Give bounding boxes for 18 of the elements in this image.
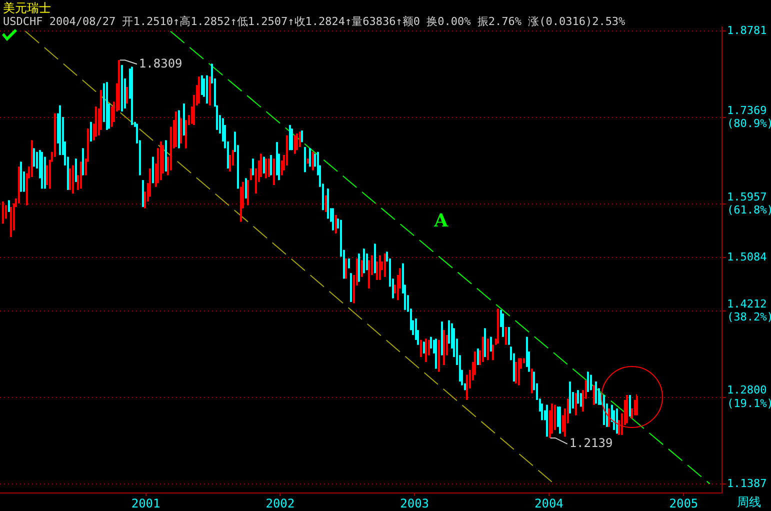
y-tick-label: 1.8781 <box>727 24 767 38</box>
y-tick-label: 1.5957 (61.8%) <box>727 190 771 217</box>
x-tick-label: 2005 <box>669 496 698 510</box>
annotation: 1.2139 <box>569 436 613 450</box>
x-tick-label: 2004 <box>534 496 564 510</box>
chart-title: 美元瑞士 <box>3 1 51 16</box>
y-tick-label: 1.5084 <box>727 250 768 264</box>
x-tick-label: 2002 <box>266 496 295 510</box>
y-tick-label: 1.1387 <box>727 476 767 490</box>
y-tick-label: 1.4212 (38.2%) <box>727 297 771 324</box>
x-tick-label: 2003 <box>400 496 430 510</box>
annotation: A <box>433 210 450 232</box>
x-axis-title: 周线 <box>737 495 761 509</box>
chart-subtitle: USDCHF 2004/08/27 开1.2510↑高1.2852↑低1.2507↑收1.2824↑量63836↑额0 换0.00% 振2.76% 涨(0.0316)2.53% <box>3 15 626 28</box>
x-tick-label: 2001 <box>131 496 160 510</box>
y-tick-label: 1.7369 (80.9%) <box>727 104 771 130</box>
y-tick-label: 1.2800 (19.1%) <box>727 384 771 410</box>
annotation: 1.8309 <box>138 56 182 70</box>
